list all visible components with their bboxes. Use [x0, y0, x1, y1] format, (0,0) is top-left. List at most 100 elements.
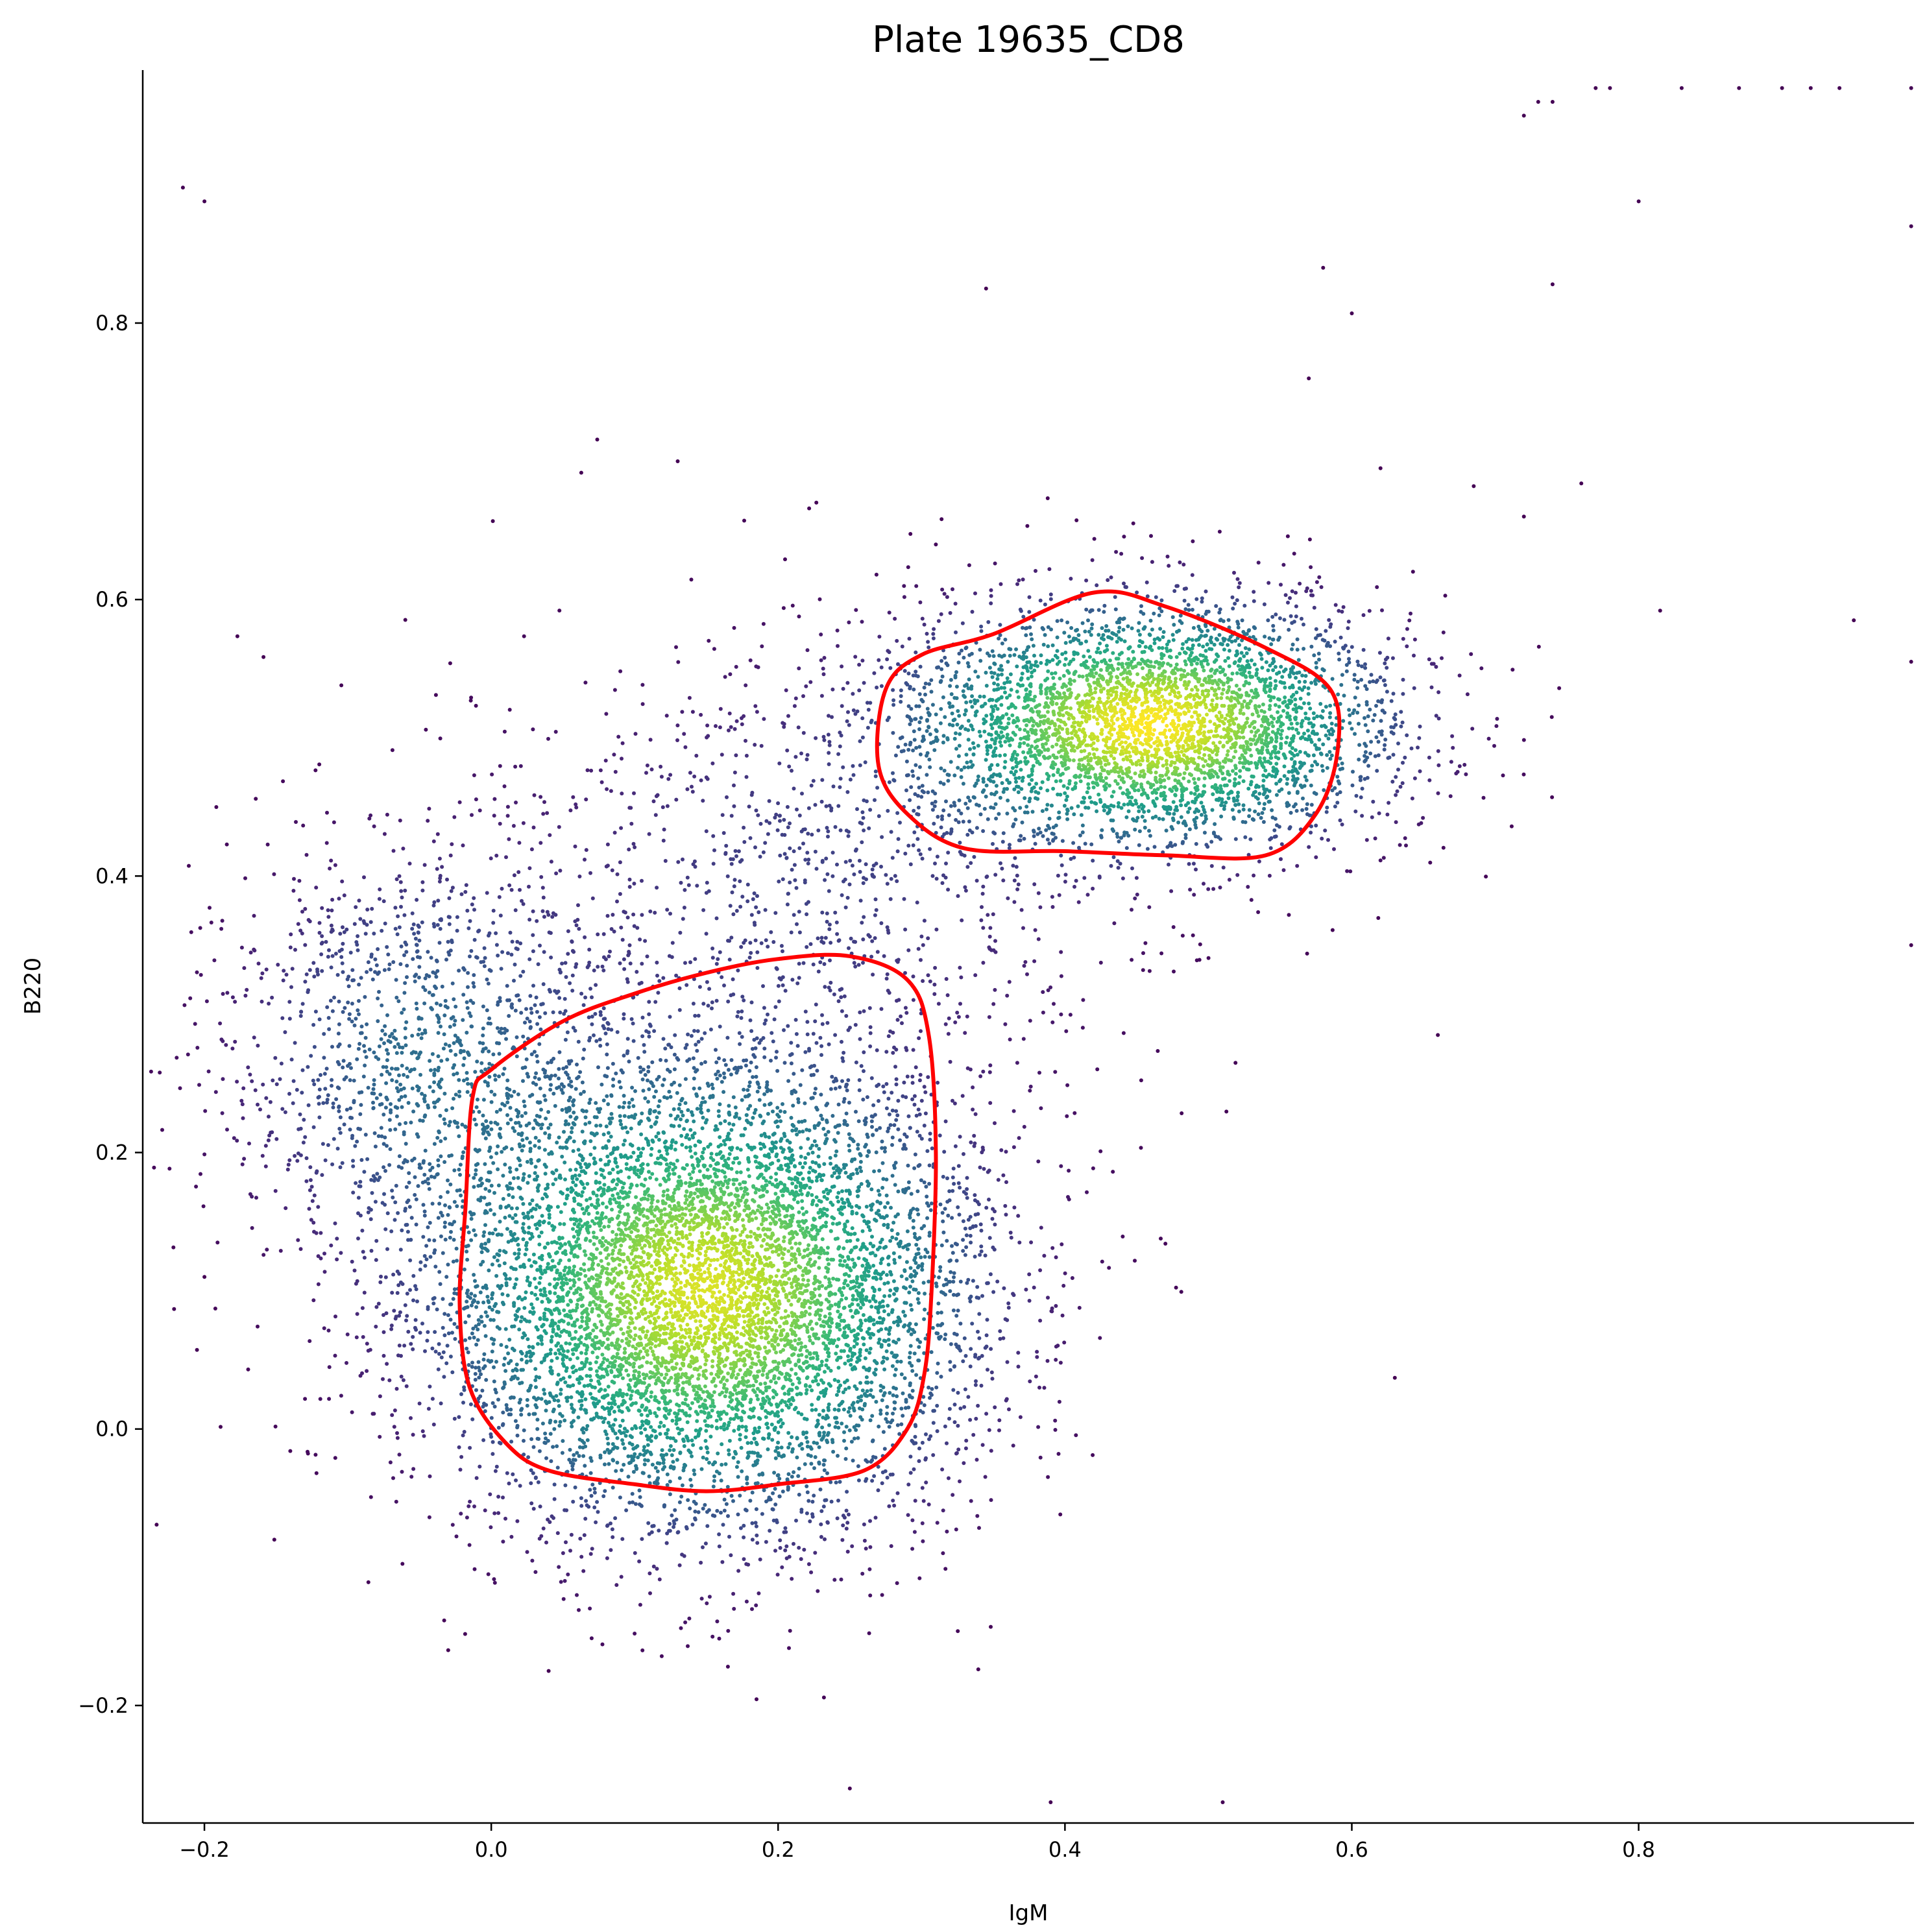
scatter-point — [916, 805, 921, 810]
scatter-point — [1062, 1340, 1067, 1345]
scatter-point — [1427, 755, 1431, 760]
scatter-point — [533, 1003, 537, 1008]
scatter-point — [795, 1044, 800, 1048]
scatter-point — [630, 1442, 635, 1447]
scatter-point — [1085, 1190, 1089, 1194]
scatter-point — [1510, 668, 1515, 672]
scatter-point — [745, 1441, 750, 1445]
scatter-point — [834, 1480, 838, 1485]
scatter-point — [357, 982, 361, 987]
scatter-point — [549, 1083, 553, 1087]
scatter-point — [707, 638, 711, 643]
scatter-point — [248, 1072, 252, 1077]
scatter-point — [677, 1563, 682, 1567]
scatter-point — [365, 908, 370, 912]
scatter-point — [783, 1155, 788, 1160]
scatter-point — [195, 1347, 199, 1352]
scatter-point — [424, 1244, 429, 1248]
scatter-point — [1018, 806, 1023, 810]
scatter-point — [427, 806, 431, 811]
scatter-point — [764, 1179, 768, 1183]
scatter-point — [793, 1165, 797, 1168]
scatter-point — [695, 1048, 699, 1053]
scatter-point — [554, 1168, 559, 1172]
scatter-point — [472, 1504, 476, 1508]
scatter-point — [829, 1499, 834, 1504]
scatter-point — [857, 1078, 862, 1082]
scatter-point — [291, 1101, 295, 1105]
scatter-point — [450, 1106, 455, 1111]
scatter-point — [335, 1237, 339, 1241]
scatter-point — [481, 1004, 485, 1009]
scatter-point — [1051, 753, 1056, 758]
scatter-point — [653, 1249, 657, 1253]
scatter-point — [798, 1161, 803, 1166]
scatter-point — [1237, 581, 1242, 585]
scatter-point — [627, 1105, 631, 1109]
scatter-point — [1015, 664, 1019, 669]
scatter-point — [520, 1148, 524, 1153]
scatter-point — [820, 910, 825, 915]
scatter-point — [744, 753, 749, 758]
scatter-point — [904, 1046, 908, 1050]
scatter-point — [579, 1403, 584, 1408]
scatter-point — [654, 1224, 659, 1228]
scatter-point — [548, 1420, 552, 1425]
scatter-point — [581, 1003, 586, 1008]
scatter-point — [723, 1462, 728, 1466]
scatter-point — [963, 695, 967, 699]
scatter-point — [669, 1310, 673, 1314]
scatter-point — [776, 1431, 781, 1435]
scatter-point — [611, 1229, 615, 1234]
scatter-point — [558, 1412, 563, 1416]
scatter-point — [805, 1355, 809, 1359]
scatter-point — [1054, 779, 1058, 784]
scatter-point — [886, 1281, 890, 1285]
scatter-point — [433, 1264, 438, 1269]
scatter-point — [478, 1464, 482, 1469]
scatter-point — [1241, 712, 1246, 716]
scatter-point — [450, 1523, 455, 1527]
scatter-point — [1225, 753, 1230, 757]
scatter-point — [641, 1259, 646, 1264]
scatter-point — [935, 1403, 939, 1408]
scatter-point — [868, 1418, 873, 1423]
scatter-point — [814, 1322, 819, 1326]
scatter-point — [557, 1348, 561, 1352]
scatter-point — [740, 1098, 744, 1102]
scatter-point — [1032, 1285, 1036, 1290]
scatter-point — [967, 664, 971, 669]
scatter-point — [1111, 790, 1116, 794]
scatter-point — [482, 1230, 487, 1235]
scatter-point — [936, 1301, 941, 1306]
scatter-point — [657, 1149, 662, 1153]
scatter-point — [452, 1096, 455, 1101]
scatter-point — [888, 1294, 891, 1298]
scatter-point — [709, 1164, 713, 1168]
scatter-point — [736, 1512, 740, 1517]
scatter-point — [423, 976, 428, 980]
scatter-point — [690, 1438, 694, 1443]
scatter-point — [1063, 657, 1068, 661]
scatter-point — [1226, 656, 1230, 660]
scatter-point — [1368, 751, 1373, 756]
scatter-point — [588, 1471, 593, 1475]
scatter-point — [426, 1181, 431, 1186]
scatter-point — [507, 883, 512, 888]
scatter-point — [546, 736, 550, 741]
scatter-point — [372, 932, 376, 936]
scatter-point — [673, 1253, 677, 1257]
scatter-point — [845, 681, 850, 685]
scatter-point — [605, 1162, 610, 1166]
scatter-point — [1118, 786, 1122, 790]
scatter-point — [1022, 836, 1026, 841]
scatter-point — [648, 1244, 652, 1249]
scatter-point — [805, 1226, 809, 1230]
scatter-point — [494, 853, 499, 858]
scatter-point — [904, 1277, 909, 1281]
scatter-point — [515, 1114, 520, 1118]
scatter-point — [1315, 762, 1320, 767]
scatter-point — [806, 900, 810, 904]
scatter-point — [1104, 624, 1109, 628]
scatter-point — [739, 1016, 744, 1020]
